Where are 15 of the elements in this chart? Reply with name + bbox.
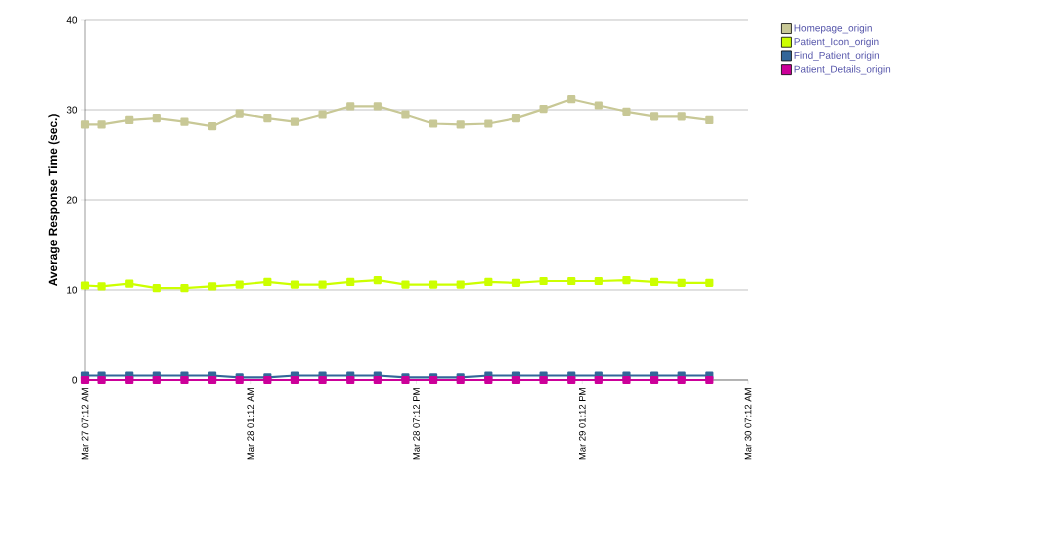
- y-tick-label: 0: [72, 376, 78, 384]
- y-tick-label: 20: [66, 196, 78, 204]
- x-tick-label: Mar 28 07:12 PM: [413, 388, 420, 460]
- legend-label: Find_Patient_origin: [794, 51, 879, 61]
- legend-label: Patient_Details_origin: [794, 65, 891, 75]
- legend-label: Patient_Icon_origin: [794, 37, 879, 48]
- y-tick-label: 40: [66, 16, 78, 24]
- y-tick-label: 10: [67, 286, 78, 294]
- x-tick-label: Mar 29 01:12 PM: [578, 388, 586, 460]
- y-tick-label: 30: [66, 106, 78, 114]
- x-tick-label: Mar 30 07:12 AM: [744, 388, 752, 460]
- x-tick-label: Mar 28 01:12 AM: [247, 388, 255, 460]
- legend-label: Homepage_origin: [794, 24, 872, 34]
- x-tick-label: Mar 27 07:12 AM: [81, 388, 89, 460]
- y-axis-title: Average Response Time (sec.): [48, 114, 60, 287]
